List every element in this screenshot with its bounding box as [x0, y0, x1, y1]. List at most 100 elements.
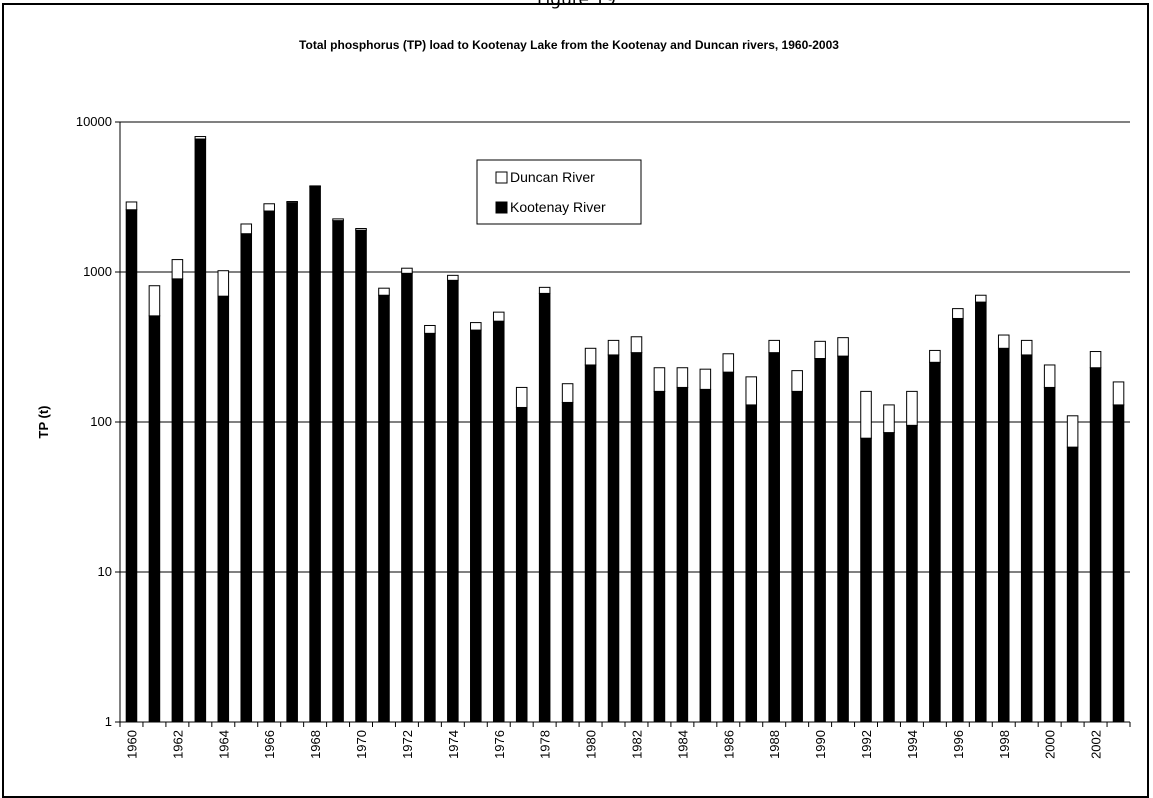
bar-duncan-1977 [515, 386, 528, 408]
bar-kootenay-2002 [1089, 367, 1102, 723]
bar-duncan-1972 [401, 267, 413, 274]
legend-label-kootenay: Kootenay River [510, 199, 606, 215]
bar-kootenay-1972 [401, 272, 413, 723]
bar-duncan-1976 [492, 311, 505, 322]
bar-duncan-2003 [1112, 381, 1125, 406]
y-tick-label: 10 [98, 564, 112, 579]
bar-duncan-1971 [378, 287, 390, 296]
x-tick-label: 1982 [629, 730, 644, 759]
bar-kootenay-1965 [240, 233, 253, 723]
x-ticks: 1960 1962 1964 1966 1968 1970 1972 1974 1976 1978… [119, 722, 1131, 759]
bar-kootenay-1966 [263, 210, 275, 723]
bar-kootenay-1974 [447, 279, 459, 723]
bar-kootenay-1967 [286, 202, 298, 723]
bar-kootenay-2001 [1066, 446, 1079, 723]
bar-duncan-1979 [561, 383, 574, 403]
bar-kootenay-1964 [217, 295, 230, 723]
bar-duncan-1984 [676, 367, 689, 388]
bar-duncan-1998 [997, 334, 1010, 349]
chart-title: Total phosphorus (TP) load to Kootenay L… [299, 38, 839, 52]
bar-kootenay-1985 [699, 388, 712, 723]
x-tick-label: 1960 [124, 730, 139, 759]
bar-duncan-1986 [722, 353, 735, 373]
bar-duncan-1989 [791, 370, 803, 392]
bar-kootenay-1983 [653, 390, 666, 723]
bar-kootenay-1960 [125, 209, 138, 723]
x-tick-label: 2002 [1089, 730, 1104, 759]
legend-swatch-kootenay [495, 201, 508, 214]
bar-kootenay-1971 [378, 294, 390, 723]
bars [125, 136, 1125, 723]
legend: Duncan River Kootenay River [476, 159, 642, 225]
bar-kootenay-1999 [1020, 354, 1033, 723]
x-tick-label: 1964 [216, 730, 231, 759]
bar-duncan-1999 [1020, 339, 1033, 356]
bar-duncan-1981 [607, 339, 620, 356]
y-ticks: 1 10 100 1000 10000 [76, 114, 120, 729]
x-tick-label: 1970 [354, 730, 369, 759]
y-tick-label: 100 [90, 414, 112, 429]
x-tick-label: 1972 [400, 730, 415, 759]
bar-kootenay-1981 [607, 354, 620, 723]
x-tick-label: 1968 [308, 730, 323, 759]
x-tick-label: 1978 [538, 730, 553, 759]
bar-duncan-1974 [447, 274, 459, 281]
bar-kootenay-1990 [814, 358, 826, 723]
bar-duncan-2000 [1043, 364, 1056, 388]
x-tick-label: 1966 [262, 730, 277, 759]
bar-duncan-1973 [424, 324, 436, 334]
bar-duncan-1963 [194, 136, 207, 140]
bar-duncan-1960 [125, 201, 138, 211]
x-tick-label: 1976 [492, 730, 507, 759]
legend-swatch-duncan [495, 171, 508, 184]
x-tick-label: 1990 [813, 730, 828, 759]
figure-label: Figure 19 [537, 0, 616, 10]
bar-duncan-1997 [975, 294, 987, 303]
bar-duncan-1978 [538, 286, 551, 294]
x-tick-label: 1998 [997, 730, 1012, 759]
bar-duncan-2001 [1066, 415, 1079, 448]
bar-kootenay-2000 [1043, 386, 1056, 723]
bar-kootenay-1980 [584, 364, 597, 723]
bar-kootenay-1978 [538, 292, 551, 723]
bar-kootenay-1986 [722, 371, 735, 723]
x-tick-label: 1996 [951, 730, 966, 759]
bar-duncan-1970 [355, 227, 367, 231]
bar-kootenay-1976 [492, 320, 505, 723]
bar-duncan-1992 [860, 390, 872, 439]
bar-duncan-1969 [332, 218, 344, 222]
bar-kootenay-1997 [975, 301, 987, 723]
bar-kootenay-1989 [791, 390, 803, 723]
y-tick-label: 1000 [83, 264, 112, 279]
bar-kootenay-1968 [309, 186, 321, 723]
bar-kootenay-1998 [997, 347, 1010, 723]
bar-duncan-1991 [837, 337, 849, 357]
legend-label-duncan: Duncan River [510, 169, 595, 185]
y-tick-label: 1 [105, 714, 112, 729]
x-tick-label: 1980 [584, 730, 599, 759]
bar-duncan-1964 [217, 270, 230, 297]
x-tick-label: 2000 [1043, 730, 1058, 759]
bar-duncan-1985 [699, 368, 712, 390]
bar-duncan-1990 [814, 340, 826, 360]
bar-kootenay-1996 [952, 317, 964, 723]
bar-duncan-1982 [630, 336, 643, 354]
bar-kootenay-1963 [194, 138, 207, 723]
bar-duncan-1961 [148, 285, 161, 317]
y-axis-label: TP (t) [36, 406, 51, 439]
bar-duncan-1962 [171, 259, 184, 280]
bar-duncan-1966 [263, 203, 275, 212]
bar-kootenay-1988 [768, 352, 780, 723]
bar-duncan-1995 [929, 349, 941, 363]
x-tick-label: 1962 [170, 730, 185, 759]
x-tick-label: 1994 [905, 730, 920, 759]
bar-kootenay-1961 [148, 315, 161, 723]
bar-kootenay-1993 [883, 432, 895, 723]
bar-duncan-1988 [768, 339, 780, 354]
bar-duncan-1965 [240, 223, 253, 235]
bar-duncan-1980 [584, 347, 597, 366]
x-tick-label: 1986 [721, 730, 736, 759]
bar-kootenay-1975 [470, 329, 482, 723]
bar-kootenay-1969 [332, 220, 344, 723]
